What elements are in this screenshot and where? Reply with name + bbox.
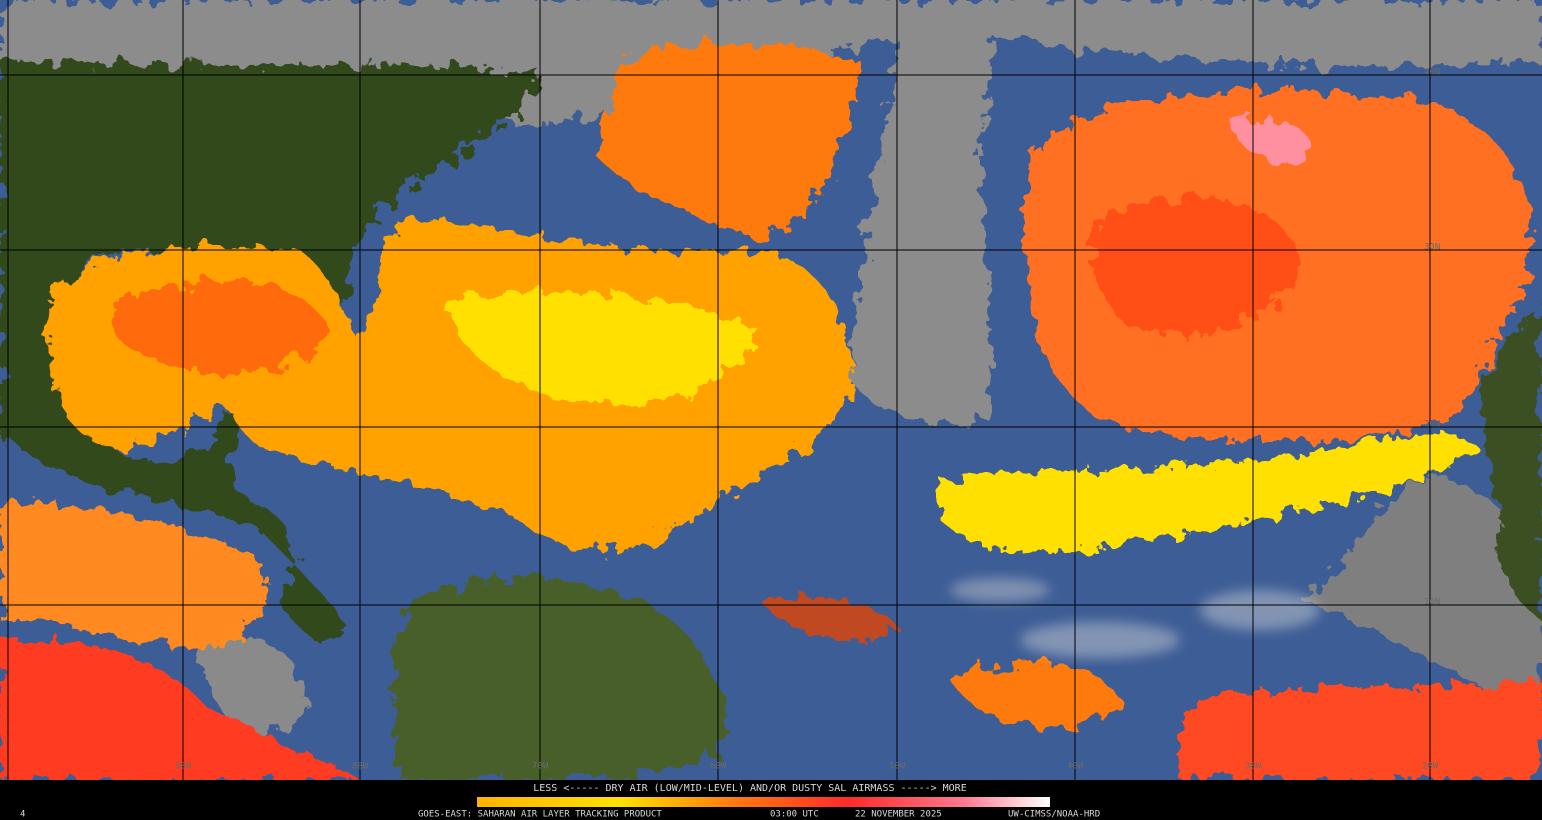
land — [1480, 300, 1542, 620]
date: 22 NOVEMBER 2025 — [855, 810, 942, 820]
dust — [600, 43, 860, 240]
cloud — [1200, 590, 1320, 630]
frame-number: 4 — [20, 810, 25, 820]
time: 03:00 UTC — [770, 810, 819, 820]
longitude-label: 60W — [710, 762, 727, 772]
longitude-label: 80W — [352, 762, 369, 772]
longitude-label: 50W — [889, 762, 906, 772]
cloud — [1020, 622, 1180, 658]
dust — [1230, 117, 1312, 164]
latitude-label: 20N — [1424, 420, 1440, 430]
product-name: GOES-EAST: SAHARAN AIR LAYER TRACKING PR… — [418, 810, 662, 820]
cloud — [950, 578, 1050, 602]
latitude-label: 40N — [1424, 68, 1440, 78]
land — [393, 577, 730, 780]
longitude-label: 20W — [1422, 762, 1439, 772]
imagery — [0, 0, 1542, 780]
longitude-label: 40W — [1067, 762, 1084, 772]
dust — [450, 291, 760, 404]
credit: UW-CIMSS/NOAA-HRD — [1008, 810, 1100, 820]
land — [0, 60, 540, 640]
dust — [110, 280, 330, 373]
longitude-label: 70W — [532, 762, 549, 772]
legend-caption: LESS <----- DRY AIR (LOW/MID-LEVEL) AND/… — [533, 783, 966, 794]
dust — [1176, 680, 1542, 780]
dust — [1094, 196, 1300, 334]
dust — [0, 638, 360, 780]
cloud — [200, 634, 304, 736]
latitude-labels: 40N 30N 20N 10N — [1424, 68, 1440, 608]
cloud — [1300, 478, 1542, 700]
color-scale — [477, 797, 1050, 807]
dust — [760, 596, 900, 640]
dust — [0, 500, 268, 650]
longitude-label: 30W — [1245, 762, 1262, 772]
latitude-label: 30N — [1424, 243, 1440, 253]
lat-lon-grid — [0, 0, 1542, 780]
longitude-label: 90W — [175, 762, 192, 772]
dust — [950, 662, 1120, 728]
longitude-labels: 90W 80W 70W 60W 50W 40W 30W 20W — [175, 762, 1439, 772]
latitude-label: 10N — [1424, 598, 1440, 608]
